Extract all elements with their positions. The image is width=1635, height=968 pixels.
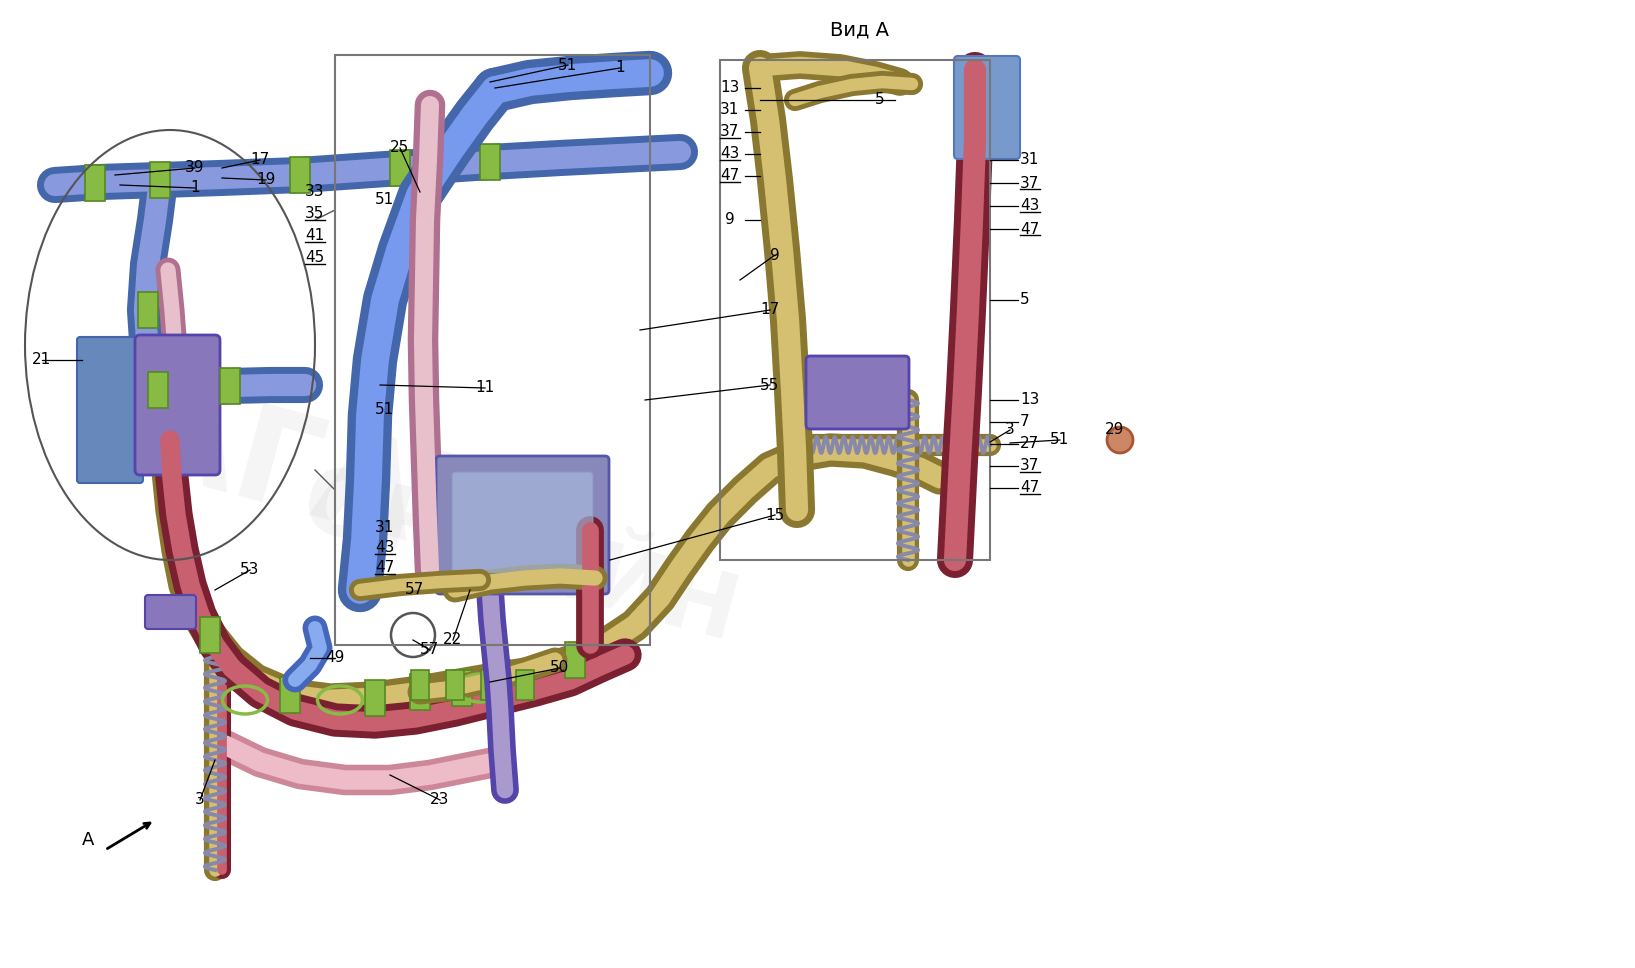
Text: 35: 35: [306, 206, 325, 222]
Text: 31: 31: [721, 103, 739, 117]
Text: 31: 31: [376, 521, 394, 535]
Text: 47: 47: [1020, 480, 1040, 496]
Text: Вид А: Вид А: [831, 21, 889, 40]
Text: 9: 9: [726, 213, 734, 227]
Bar: [446, 670, 464, 700]
Text: 31: 31: [1020, 153, 1040, 167]
Text: 25: 25: [391, 140, 410, 156]
Bar: [149, 372, 168, 408]
Text: 43: 43: [1020, 198, 1040, 214]
Text: 3: 3: [1006, 422, 1015, 438]
FancyBboxPatch shape: [451, 472, 594, 573]
Text: 43: 43: [721, 146, 739, 162]
Text: 13: 13: [721, 80, 739, 96]
Text: 47: 47: [376, 560, 394, 576]
Text: 19: 19: [257, 172, 276, 188]
Text: 21: 21: [33, 352, 52, 368]
FancyBboxPatch shape: [437, 456, 608, 594]
Text: 1: 1: [615, 60, 625, 76]
Text: 17: 17: [250, 153, 270, 167]
Bar: [289, 157, 311, 193]
Text: 13: 13: [1020, 392, 1040, 408]
Text: ОНЛАЙН: ОНЛАЙН: [293, 460, 747, 660]
FancyBboxPatch shape: [806, 356, 909, 429]
Text: 29: 29: [1105, 422, 1125, 438]
Text: 51: 51: [559, 57, 577, 73]
Bar: [365, 680, 384, 716]
Text: 37: 37: [1020, 175, 1040, 191]
Text: 23: 23: [430, 793, 450, 807]
Text: 41: 41: [306, 228, 325, 244]
Text: 33: 33: [306, 185, 325, 199]
Text: 51: 51: [1050, 433, 1069, 447]
Text: А: А: [82, 831, 95, 849]
Bar: [199, 617, 221, 653]
Text: 27: 27: [1020, 437, 1040, 451]
Bar: [85, 165, 105, 201]
Text: 37: 37: [1020, 459, 1040, 473]
Bar: [150, 162, 170, 198]
Text: 15: 15: [765, 507, 785, 523]
Text: 47: 47: [721, 168, 739, 184]
Text: 5: 5: [875, 93, 885, 107]
Text: 51: 51: [376, 193, 394, 207]
Text: 37: 37: [721, 125, 739, 139]
Text: 45: 45: [306, 251, 325, 265]
Text: 53: 53: [240, 562, 260, 578]
Text: 7: 7: [1020, 414, 1030, 430]
Text: 22: 22: [443, 632, 463, 648]
Bar: [221, 368, 240, 404]
Bar: [280, 677, 299, 713]
Bar: [137, 292, 159, 328]
Text: 11: 11: [476, 380, 495, 396]
Text: АГАТ: АГАТ: [121, 370, 520, 590]
Bar: [566, 642, 585, 678]
Text: 9: 9: [770, 248, 780, 262]
FancyBboxPatch shape: [136, 335, 221, 475]
Text: 43: 43: [376, 540, 394, 556]
FancyBboxPatch shape: [953, 56, 1020, 159]
Text: 1: 1: [190, 180, 199, 196]
Text: 49: 49: [325, 650, 345, 666]
Bar: [335, 55, 651, 645]
Bar: [481, 144, 500, 180]
Text: 50: 50: [551, 660, 569, 676]
Text: 57: 57: [405, 583, 425, 597]
Bar: [410, 670, 428, 700]
Bar: [490, 660, 510, 696]
Bar: [719, 60, 991, 560]
FancyBboxPatch shape: [146, 595, 196, 629]
Text: 51: 51: [376, 403, 394, 417]
Text: 55: 55: [760, 378, 780, 392]
Bar: [481, 670, 499, 700]
Text: 57: 57: [420, 643, 440, 657]
Text: 47: 47: [1020, 222, 1040, 236]
Text: 5: 5: [1020, 292, 1030, 308]
Bar: [391, 150, 410, 186]
Text: 3: 3: [195, 793, 204, 807]
Bar: [451, 670, 473, 706]
Circle shape: [1107, 427, 1133, 453]
FancyBboxPatch shape: [77, 337, 142, 483]
Text: 39: 39: [185, 161, 204, 175]
Text: 17: 17: [760, 302, 780, 318]
Bar: [410, 674, 430, 710]
Bar: [517, 670, 535, 700]
